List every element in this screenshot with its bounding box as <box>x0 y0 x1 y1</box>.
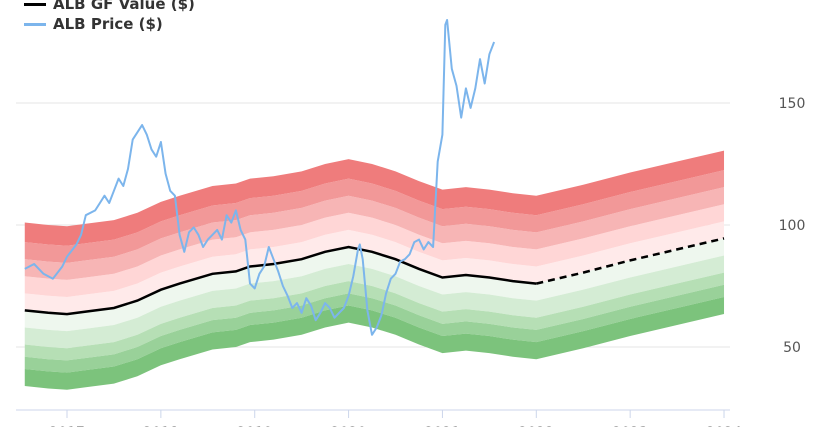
x-tick-label-2018: 2018 <box>143 425 179 427</box>
x-tick-label-2024: 2024 <box>706 425 742 427</box>
band-below-4 <box>24 284 725 373</box>
band-above-4 <box>24 170 725 263</box>
x-tick-label-2019: 2019 <box>237 425 273 427</box>
x-tick-label-2023: 2023 <box>612 425 648 427</box>
legend-label-gf-value: ALB GF Value ($) <box>53 0 195 13</box>
legend-item-price[interactable]: ALB Price ($) <box>24 14 195 34</box>
band-above-3 <box>24 187 725 280</box>
x-tick-label-2022: 2022 <box>518 425 554 427</box>
x-tick-label-2020: 2020 <box>331 425 367 427</box>
legend-swatch-gf-value <box>24 2 46 6</box>
legend-swatch-price <box>24 22 46 26</box>
legend-label-price: ALB Price ($) <box>53 15 163 33</box>
price-line <box>24 19 496 336</box>
y-tick-label-100: 100 <box>779 218 806 234</box>
y-tick-label-50: 50 <box>783 340 801 356</box>
legend-item-gf-value[interactable]: ALB GF Value ($) <box>24 0 195 14</box>
x-tick-label-2021: 2021 <box>425 425 461 427</box>
x-tick-label-2017: 2017 <box>49 425 85 427</box>
band-below-5 <box>24 296 725 390</box>
y-tick-label-150: 150 <box>779 96 806 112</box>
band-above-1 <box>24 221 725 315</box>
band-above-2 <box>24 204 725 297</box>
chart-legend: ALB GF Value ($) ALB Price ($) <box>24 0 195 34</box>
band-below-2 <box>24 255 725 349</box>
band-below-3 <box>24 272 725 361</box>
gf-value-estimate-line <box>536 237 725 285</box>
band-below-1 <box>24 238 725 332</box>
band-above-5 <box>24 150 725 246</box>
gf-value-line <box>24 245 537 316</box>
